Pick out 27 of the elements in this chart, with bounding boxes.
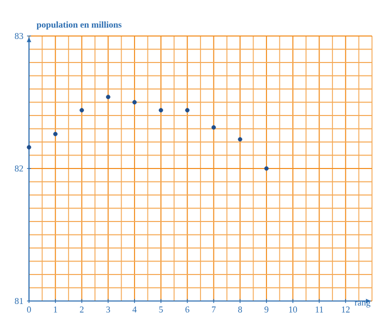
y-tick-label: 82 bbox=[14, 165, 23, 172]
x-tick-label: 0 bbox=[27, 306, 31, 313]
x-tick-label: 7 bbox=[212, 306, 216, 312]
point bbox=[106, 94, 110, 100]
x-tick-label: 8 bbox=[238, 306, 242, 313]
point bbox=[238, 137, 242, 142]
x-tick-label: 2 bbox=[80, 306, 84, 312]
x-tick-label: 5 bbox=[159, 306, 163, 312]
point bbox=[80, 108, 84, 112]
point bbox=[185, 108, 190, 112]
y-tick-label: 81 bbox=[14, 298, 23, 304]
x-tick-label: 3 bbox=[106, 306, 110, 313]
x-tick-label: 12 bbox=[342, 306, 350, 312]
point bbox=[132, 100, 137, 104]
x-tick-label: 11 bbox=[316, 306, 324, 312]
x-tick-label: 9 bbox=[264, 306, 268, 313]
point bbox=[53, 132, 58, 136]
point bbox=[26, 145, 32, 150]
y-tick-label: 83 bbox=[14, 32, 24, 40]
x-tick-label: 1 bbox=[54, 306, 58, 312]
point bbox=[212, 125, 216, 130]
point bbox=[158, 108, 164, 112]
y-axis-title: population en millions bbox=[36, 21, 122, 30]
point bbox=[264, 166, 269, 171]
x-tick-label: 10 bbox=[289, 306, 297, 313]
x-tick-label: 6 bbox=[185, 306, 190, 313]
x-tick-label: 4 bbox=[132, 306, 137, 312]
